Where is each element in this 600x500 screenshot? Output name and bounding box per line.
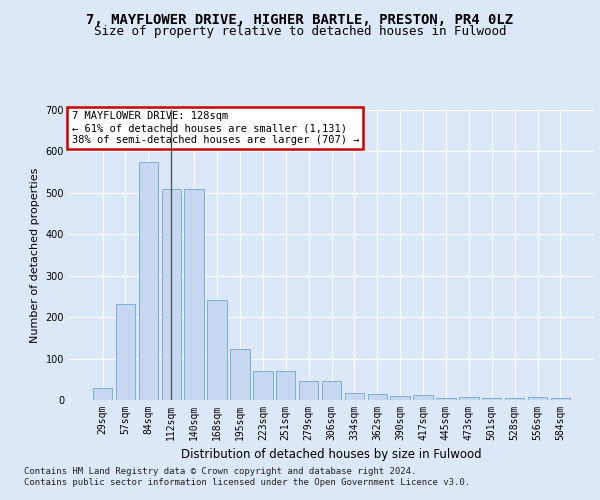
Bar bbox=[253, 371, 272, 400]
Text: 7, MAYFLOWER DRIVE, HIGHER BARTLE, PRESTON, PR4 0LZ: 7, MAYFLOWER DRIVE, HIGHER BARTLE, PREST… bbox=[86, 12, 514, 26]
Text: Contains HM Land Registry data © Crown copyright and database right 2024.
Contai: Contains HM Land Registry data © Crown c… bbox=[24, 468, 470, 487]
Bar bbox=[436, 398, 455, 400]
Bar bbox=[459, 396, 479, 400]
Bar bbox=[116, 304, 135, 400]
Bar bbox=[276, 371, 295, 400]
Bar bbox=[344, 392, 364, 400]
Bar bbox=[482, 398, 502, 400]
Bar bbox=[391, 396, 410, 400]
Bar bbox=[413, 395, 433, 400]
Bar bbox=[230, 350, 250, 400]
Bar bbox=[528, 396, 547, 400]
Bar bbox=[322, 381, 341, 400]
Bar bbox=[93, 388, 112, 400]
Bar bbox=[551, 398, 570, 400]
Bar bbox=[208, 300, 227, 400]
Bar bbox=[299, 381, 319, 400]
Text: Size of property relative to detached houses in Fulwood: Size of property relative to detached ho… bbox=[94, 25, 506, 38]
Bar bbox=[505, 398, 524, 400]
Bar bbox=[139, 162, 158, 400]
Bar bbox=[161, 188, 181, 400]
Y-axis label: Number of detached properties: Number of detached properties bbox=[30, 168, 40, 342]
X-axis label: Distribution of detached houses by size in Fulwood: Distribution of detached houses by size … bbox=[181, 448, 482, 462]
Bar bbox=[184, 188, 204, 400]
Bar bbox=[368, 394, 387, 400]
Text: 7 MAYFLOWER DRIVE: 128sqm
← 61% of detached houses are smaller (1,131)
38% of se: 7 MAYFLOWER DRIVE: 128sqm ← 61% of detac… bbox=[71, 112, 359, 144]
